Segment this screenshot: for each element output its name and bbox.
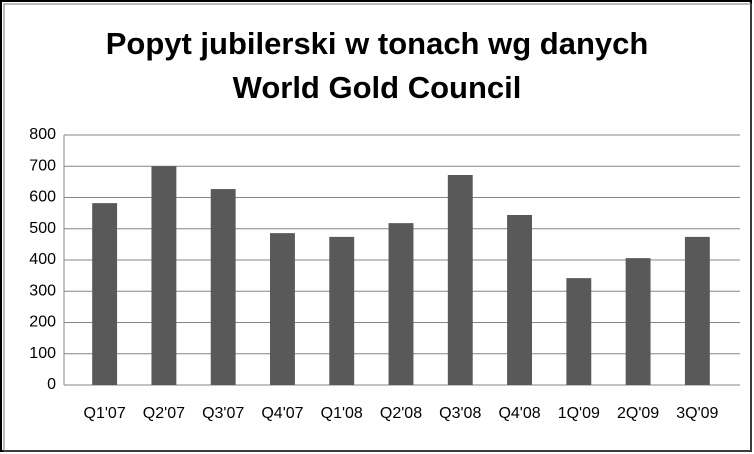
chart-title: World Gold Council xyxy=(233,70,522,105)
x-tick-label: Q3'07 xyxy=(202,405,244,422)
x-tick-label: 3Q'09 xyxy=(676,405,718,422)
bar xyxy=(92,203,118,385)
y-tick-label: 0 xyxy=(47,376,56,393)
y-tick-label: 400 xyxy=(29,251,56,268)
y-tick-label: 600 xyxy=(29,189,56,206)
x-tick-label: 1Q'09 xyxy=(558,405,600,422)
x-tick-label: Q1'08 xyxy=(321,405,363,422)
bar xyxy=(210,189,236,385)
chart-shadow xyxy=(3,3,752,452)
y-tick-label: 800 xyxy=(29,126,56,143)
bar xyxy=(151,166,177,385)
x-tick-label: Q4'07 xyxy=(261,405,303,422)
y-tick-label: 700 xyxy=(29,157,56,174)
x-tick-label: Q1'07 xyxy=(84,405,126,422)
y-tick-label: 100 xyxy=(29,345,56,362)
bar xyxy=(684,236,710,385)
bar xyxy=(270,233,295,385)
y-tick-label: 300 xyxy=(29,282,56,299)
x-tick-label: 2Q'09 xyxy=(617,405,659,422)
chart-title: Popyt jubilerski w tonach wg danych xyxy=(106,26,649,61)
x-tick-label: Q4'08 xyxy=(498,405,540,422)
y-tick-label: 200 xyxy=(29,314,56,331)
bar xyxy=(507,215,532,385)
y-tick-label: 500 xyxy=(29,220,56,237)
bar xyxy=(566,278,592,385)
bar xyxy=(447,175,473,385)
x-tick-label: Q2'07 xyxy=(143,405,185,422)
x-tick-label: Q3'08 xyxy=(439,405,481,422)
bar xyxy=(329,236,355,385)
bar xyxy=(625,258,651,385)
x-tick-label: Q2'08 xyxy=(380,405,422,422)
bar xyxy=(388,223,414,385)
